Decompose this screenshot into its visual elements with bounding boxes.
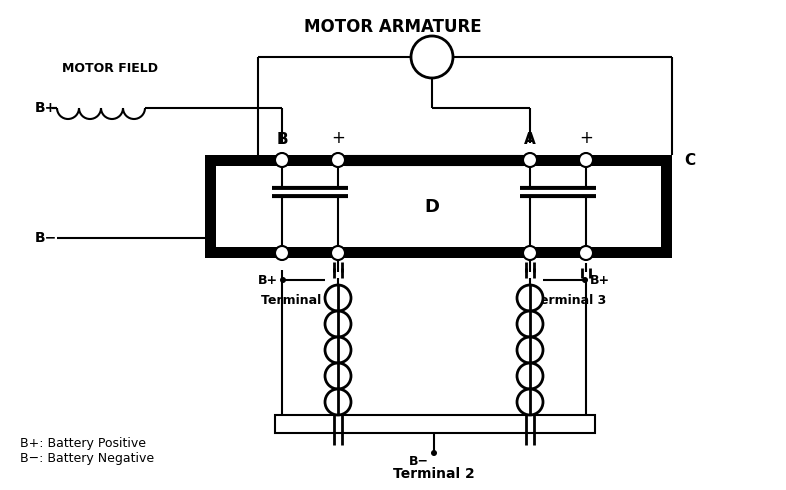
Text: Terminal 3: Terminal 3	[534, 294, 607, 307]
Circle shape	[331, 246, 345, 260]
Circle shape	[579, 246, 593, 260]
Text: D: D	[424, 197, 439, 216]
Circle shape	[517, 363, 543, 389]
Circle shape	[523, 246, 537, 260]
Text: B−: B−	[35, 231, 57, 245]
Text: C: C	[684, 152, 695, 168]
Circle shape	[325, 389, 351, 415]
Text: B−: Battery Negative: B−: Battery Negative	[20, 451, 154, 465]
Text: MOTOR FIELD: MOTOR FIELD	[62, 62, 158, 74]
Bar	[205, 155, 672, 166]
Circle shape	[517, 311, 543, 337]
Circle shape	[331, 153, 345, 167]
Bar	[661, 155, 672, 258]
Circle shape	[517, 389, 543, 415]
Text: +: +	[331, 129, 345, 147]
Circle shape	[523, 153, 537, 167]
Circle shape	[582, 277, 588, 283]
Bar	[216, 166, 661, 247]
Circle shape	[517, 285, 543, 311]
Text: B−: B−	[409, 455, 429, 468]
Circle shape	[517, 337, 543, 363]
Text: B+: B+	[258, 273, 278, 287]
Circle shape	[411, 36, 453, 78]
Circle shape	[325, 311, 351, 337]
Text: B+: Battery Positive: B+: Battery Positive	[20, 437, 146, 449]
Text: A: A	[426, 49, 438, 65]
Bar	[275, 415, 595, 433]
Text: Terminal 2: Terminal 2	[393, 467, 475, 481]
Text: B+: B+	[35, 101, 57, 115]
Bar	[205, 155, 216, 258]
Text: +: +	[579, 129, 593, 147]
Text: MOTOR ARMATURE: MOTOR ARMATURE	[304, 18, 482, 36]
Text: Terminal 1: Terminal 1	[261, 294, 335, 307]
Circle shape	[579, 153, 593, 167]
Text: B+: B+	[590, 273, 610, 287]
Text: A: A	[524, 132, 536, 147]
Circle shape	[431, 450, 437, 456]
Circle shape	[325, 337, 351, 363]
Circle shape	[325, 285, 351, 311]
Circle shape	[280, 277, 286, 283]
Bar	[205, 247, 672, 258]
Circle shape	[275, 246, 289, 260]
Text: B: B	[276, 132, 288, 147]
Circle shape	[325, 363, 351, 389]
Circle shape	[275, 153, 289, 167]
